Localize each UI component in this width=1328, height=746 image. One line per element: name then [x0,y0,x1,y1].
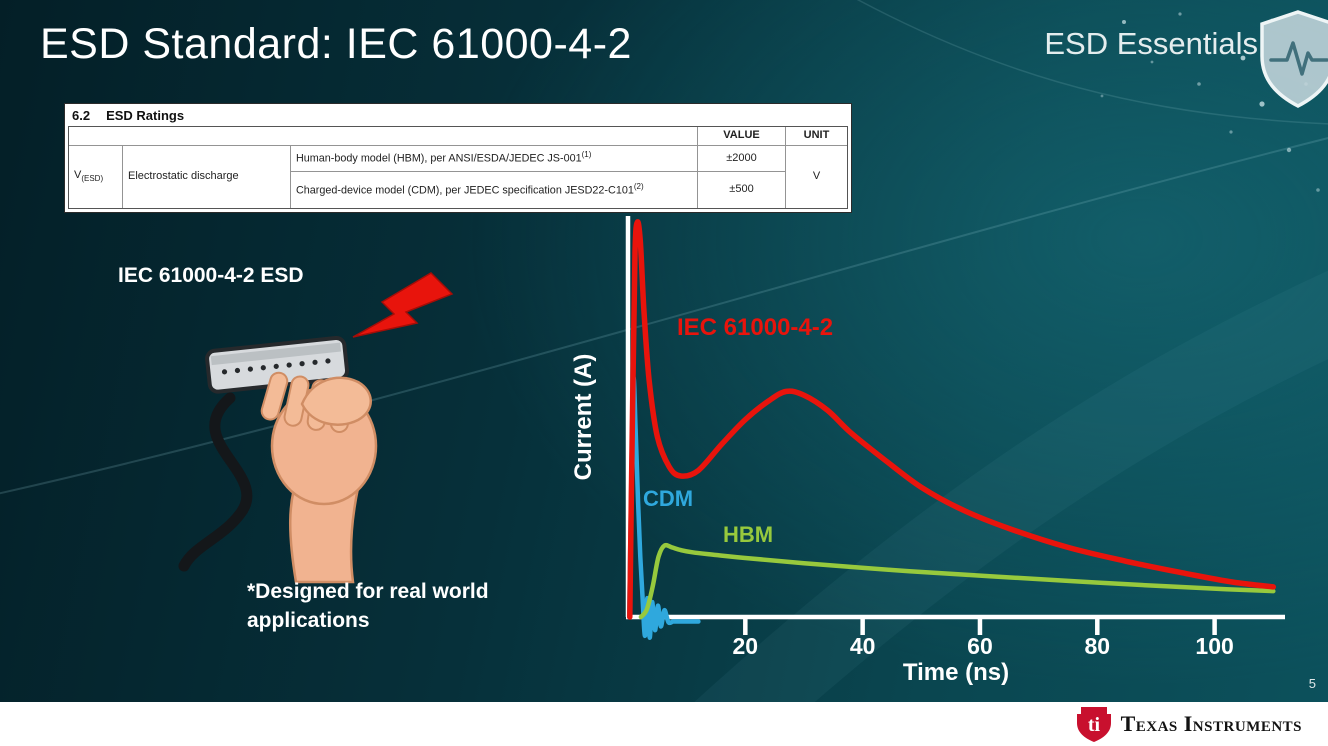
shield-outline [1260,10,1328,108]
section-number: 6.2 [72,108,91,123]
background-arc [856,0,1328,125]
x-tick-label: 40 [850,633,876,659]
x-tick-label: 20 [733,633,759,659]
header-value: VALUE [698,127,786,146]
param-name-cell: Electrostatic discharge [123,146,291,208]
row-hbm-description: Human-body model (HBM), per ANSI/ESDA/JE… [291,146,698,172]
table-section-header: 6.2 ESD Ratings [68,106,848,126]
footer-bar: ti Texas Instruments [0,702,1328,746]
esd-shield-icon [1260,10,1328,108]
illustration-caption: *Designed for real world applications [247,580,489,632]
series-curve-iec-61000-4-2 [627,219,1277,620]
row-cdm-description: Charged-device model (CDM), per JEDEC sp… [291,172,698,208]
illustration-label: IEC 61000-4-2 ESD [118,264,304,287]
ti-logo-icon: ti [1076,707,1111,742]
thumb [300,376,372,426]
background-arc [0,137,1328,495]
y-axis-label: Current (A) [573,354,597,481]
x-axis-label: Time (ns) [903,659,1009,686]
param-symbol-cell: V(ESD) [69,146,123,208]
waveform-chart-container: Current (A) Time (ns) 20 40 60 80 100 IEC 61… [570,202,1303,702]
series-label-cdm: CDM [643,486,694,511]
table-grid: VALUE UNIT V(ESD) Electrostatic discharg… [68,126,848,209]
esd-ratings-table: 6.2 ESD Ratings VALUE UNIT V(ESD) Electro… [64,103,852,213]
series-label-hbm: HBM [723,522,774,547]
ti-monogram: ti [1087,714,1100,736]
connector-edge [210,342,342,366]
row-cdm-value: ±500 [698,172,786,208]
brand-title: ESD Essentials [1044,26,1258,61]
page-number: 5 [1308,676,1316,691]
ti-logo: ti Texas Instruments [1076,705,1302,743]
connector-pins [221,358,331,375]
x-tick-label: 80 [1084,633,1110,659]
lightning-bolt-icon [352,272,454,338]
series-label-iec: IEC 61000-4-2 [677,314,834,341]
ti-bug-shape [1076,707,1111,742]
section-title: ESD Ratings [106,108,185,123]
slide-title: ESD Standard: IEC 61000-4-2 [40,20,632,68]
header-unit: UNIT [786,127,847,146]
hand-connector-illustration [178,272,454,584]
x-tick-label: 60 [967,633,993,659]
row-hbm-value: ±2000 [698,146,786,172]
unit-cell: V [812,170,821,183]
background-band [662,270,1328,746]
cable [178,392,253,572]
waveform-chart: Current (A) Time (ns) 20 40 60 80 100 [570,216,1285,686]
series-curve-hbm [638,542,1276,620]
x-tick-label: 100 [1195,633,1233,659]
header-blank-cell [69,127,698,146]
ti-logo-text: Texas Instruments [1120,711,1302,736]
pulse-line-icon [1269,41,1328,76]
